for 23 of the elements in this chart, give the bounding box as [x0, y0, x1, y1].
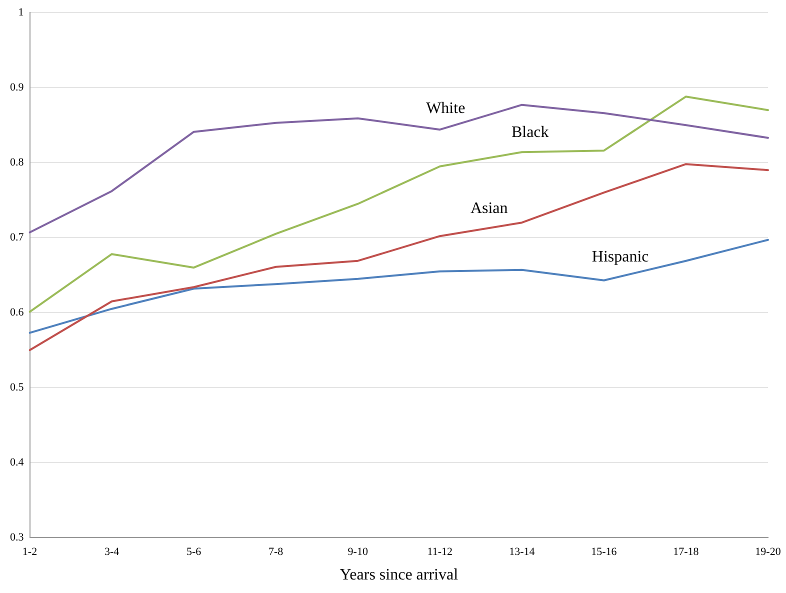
- x-tick-label: 1-2: [22, 546, 38, 558]
- x-axis-title: Years since arrival: [340, 566, 459, 584]
- y-tick-label: 0.4: [10, 456, 24, 468]
- x-tick-label: 7-8: [268, 546, 284, 558]
- y-tick-label: 0.3: [10, 531, 24, 544]
- x-tick-label: 9-10: [348, 546, 368, 558]
- y-tick-label: 0.5: [10, 381, 24, 394]
- series-label: Asian: [470, 200, 508, 218]
- y-tick-label: 0.8: [10, 156, 24, 168]
- series-label: Black: [511, 124, 549, 142]
- x-tick-label: 11-12: [427, 546, 453, 558]
- y-tick-label: 1: [18, 6, 24, 18]
- series-label: White: [426, 100, 466, 118]
- x-tick-label: 3-4: [104, 546, 120, 558]
- series-label: Hispanic: [592, 248, 649, 266]
- y-tick-label: 0.7: [10, 231, 24, 244]
- x-tick-label: 5-6: [186, 546, 202, 558]
- x-tick-label: 15-16: [591, 546, 618, 558]
- x-tick-label: 17-18: [673, 546, 700, 558]
- y-tick-label: 0.9: [10, 81, 24, 94]
- x-tick-label: 19-20: [755, 546, 782, 558]
- x-tick-label: 13-14: [509, 546, 536, 558]
- y-tick-label: 0.6: [10, 306, 24, 318]
